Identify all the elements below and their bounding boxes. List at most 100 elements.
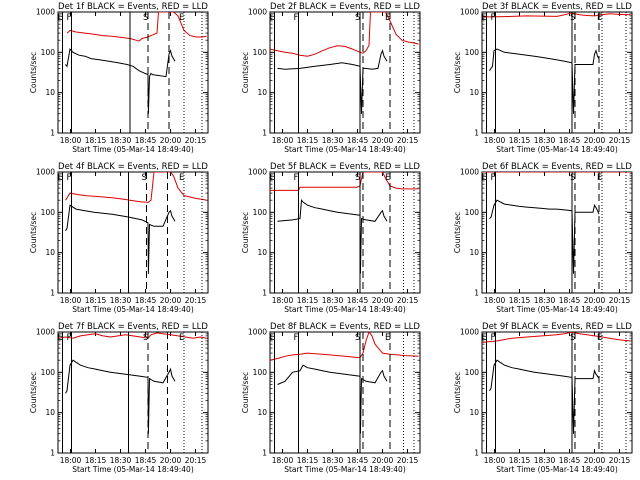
y-tick-label: 10 (45, 88, 55, 97)
x-tick-label: 18:00 (272, 456, 294, 465)
y-tick-label: 100 (41, 208, 56, 217)
y-tick-label: 1 (50, 289, 55, 298)
lld-series-line (58, 332, 207, 339)
x-tick-label: 18:45 (347, 296, 369, 305)
marker-label: E (482, 333, 487, 343)
marker-label: E (482, 13, 487, 23)
marker-label: E (482, 173, 487, 183)
plot-area (270, 332, 419, 434)
marker-label: S (143, 13, 148, 23)
x-tick-label: 18:30 (110, 136, 132, 145)
y-tick-label: 100 (465, 208, 480, 217)
chart-panel-8: Det 8f BLACK = Events, RED = LLD 1 10 100 10… (241, 322, 421, 474)
marker-label: E (270, 333, 275, 343)
x-axis-label: Start Time (05-Mar-14 18:49:40) (284, 465, 406, 474)
marker-label: S (355, 333, 360, 343)
events-series-line (489, 359, 600, 434)
plot-frame (57, 11, 209, 134)
x-tick-label: 18:45 (559, 456, 581, 465)
x-tick-label: 20:15 (609, 296, 631, 305)
plot-frame (481, 331, 633, 454)
x-tick-label: 18:15 (509, 296, 531, 305)
marker-label: S (355, 13, 360, 23)
x-axis-label: Start Time (05-Mar-14 18:49:40) (72, 305, 194, 314)
marker-label: E (385, 173, 390, 183)
x-tick-label: 18:30 (110, 296, 132, 305)
y-axis-label: Counts/sec (241, 212, 250, 253)
x-tick-label: 20:00 (372, 136, 394, 145)
chart-panel-4: Det 4f BLACK = Events, RED = LLD 1 10 100 10… (29, 162, 209, 314)
x-tick-label: 18:45 (135, 136, 157, 145)
chart-title: Det 5f BLACK = Events, RED = LLD (270, 162, 420, 172)
plot-area (65, 172, 207, 274)
y-tick-label: 1 (50, 449, 55, 458)
x-tick-label: 20:15 (397, 456, 419, 465)
chart-panel-2: Det 2f BLACK = Events, RED = LLD 1 10 100 10… (241, 2, 421, 154)
plot-area (270, 172, 419, 274)
x-tick-label: 20:15 (185, 296, 207, 305)
events-series-line (65, 204, 176, 274)
y-tick-label: 1 (50, 129, 55, 138)
plot-area (482, 172, 631, 274)
y-tick-label: 10 (469, 248, 479, 257)
y-tick-label: 1 (474, 129, 479, 138)
x-tick-label: 20:00 (160, 296, 182, 305)
y-tick-label: 1000 (36, 328, 55, 337)
plot-frame (481, 11, 633, 134)
x-axis-label: Start Time (05-Mar-14 18:49:40) (72, 145, 194, 154)
marker-label: F (294, 13, 299, 23)
y-tick-label: 1 (262, 289, 267, 298)
y-tick-label: 100 (253, 48, 268, 57)
x-tick-label: 18:30 (322, 136, 344, 145)
x-tick-label: 18:00 (60, 136, 82, 145)
marker-label: E (58, 333, 63, 343)
y-tick-label: 1000 (460, 168, 479, 177)
y-tick-label: 1 (474, 449, 479, 458)
x-tick-label: 20:15 (397, 296, 419, 305)
y-tick-label: 1 (262, 129, 267, 138)
lld-series-line (65, 172, 207, 204)
x-tick-label: 18:15 (509, 136, 531, 145)
y-axis-label: Counts/sec (453, 212, 462, 253)
chart-title: Det 1f BLACK = Events, RED = LLD (58, 2, 208, 12)
y-tick-label: 100 (253, 208, 268, 217)
x-tick-label: 18:30 (110, 456, 132, 465)
y-tick-label: 100 (41, 368, 56, 377)
plot-frame (481, 171, 633, 294)
events-series-line (277, 49, 388, 114)
plot-area (482, 332, 631, 434)
plot-frame (269, 11, 421, 134)
x-tick-label: 18:15 (85, 296, 107, 305)
chart-title: Det 4f BLACK = Events, RED = LLD (58, 162, 208, 172)
x-tick-label: 18:15 (297, 136, 319, 145)
plot-area (482, 12, 631, 114)
y-tick-label: 10 (257, 248, 267, 257)
x-axis-label: Start Time (05-Mar-14 18:49:40) (284, 145, 406, 154)
x-tick-label: 18:15 (85, 456, 107, 465)
plot-frame (57, 171, 209, 294)
y-tick-label: 1000 (248, 168, 267, 177)
chart-panel-9: Det 9f BLACK = Events, RED = LLD 1 10 100 10… (453, 322, 633, 474)
y-tick-label: 10 (469, 88, 479, 97)
x-tick-label: 20:00 (584, 296, 606, 305)
x-tick-label: 20:00 (372, 456, 394, 465)
plot-area (58, 332, 207, 434)
x-tick-label: 18:45 (559, 296, 581, 305)
marker-label: E (58, 173, 63, 183)
x-axis-label: Start Time (05-Mar-14 18:49:40) (72, 465, 194, 474)
x-tick-label: 18:15 (509, 456, 531, 465)
marker-label: F (67, 333, 72, 343)
x-tick-label: 18:00 (484, 296, 506, 305)
plot-frame (269, 331, 421, 454)
x-tick-label: 20:00 (584, 456, 606, 465)
x-tick-label: 18:00 (60, 456, 82, 465)
x-tick-label: 18:30 (534, 296, 556, 305)
y-tick-label: 1000 (248, 8, 267, 17)
chart-title: Det 3f BLACK = Events, RED = LLD (482, 2, 632, 12)
chart-panel-3: Det 3f BLACK = Events, RED = LLD 1 10 100 10… (453, 2, 633, 154)
x-tick-label: 20:15 (609, 456, 631, 465)
events-series-line (65, 359, 176, 434)
x-tick-label: 18:00 (60, 296, 82, 305)
x-tick-label: 18:00 (484, 136, 506, 145)
